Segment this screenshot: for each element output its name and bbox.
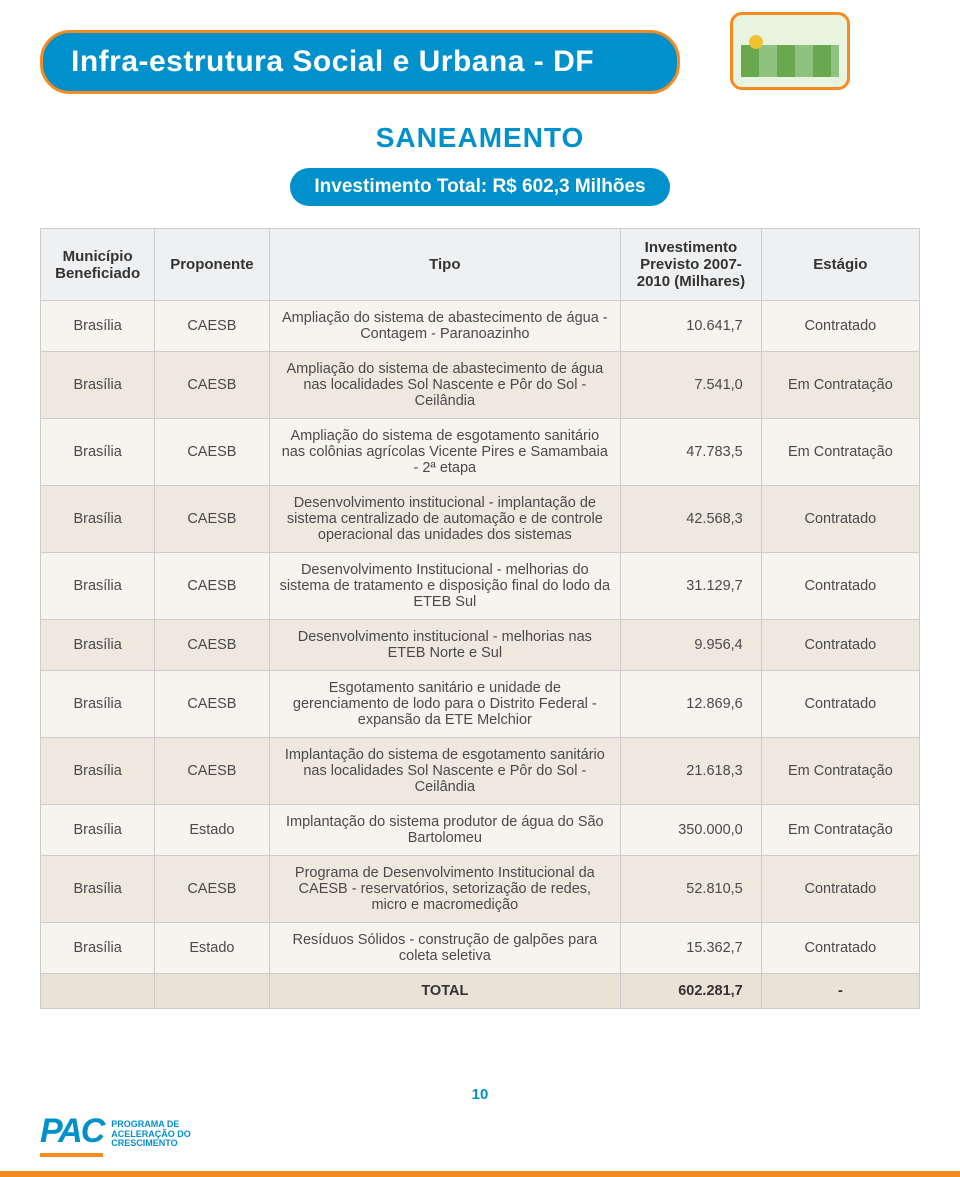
cell-tipo: Ampliação do sistema de abastecimento de… — [269, 301, 621, 352]
table-row: BrasíliaCAESBDesenvolvimento institucion… — [41, 486, 920, 553]
total-label: TOTAL — [269, 974, 621, 1009]
cell-valor: 7.541,0 — [621, 352, 762, 419]
cell-estagio: Contratado — [761, 620, 919, 671]
page-title-pill: Infra-estrutura Social e Urbana - DF — [40, 30, 680, 94]
houses-badge-icon — [730, 12, 850, 90]
table-row: BrasíliaCAESBPrograma de Desenvolvimento… — [41, 856, 920, 923]
section-title: SANEAMENTO — [40, 122, 920, 154]
cell-tipo: Desenvolvimento Institucional - melhoria… — [269, 553, 621, 620]
cell-tipo: Ampliação do sistema de esgotamento sani… — [269, 419, 621, 486]
col-header-investimento: Investimento Previsto 2007-2010 (Milhare… — [621, 229, 762, 301]
cell-proponente: CAESB — [155, 419, 269, 486]
col-header-municipio: Município Beneficiado — [41, 229, 155, 301]
cell-valor: 350.000,0 — [621, 805, 762, 856]
cell-tipo: Implantação do sistema produtor de água … — [269, 805, 621, 856]
cell-tipo: Resíduos Sólidos - construção de galpões… — [269, 923, 621, 974]
cell-proponente: CAESB — [155, 486, 269, 553]
table-row: BrasíliaCAESBDesenvolvimento institucion… — [41, 620, 920, 671]
cell-proponente: CAESB — [155, 301, 269, 352]
subtitle-pill: Investimento Total: R$ 602,3 Milhões — [290, 168, 669, 206]
cell-estagio: Em Contratação — [761, 419, 919, 486]
cell-tipo: Programa de Desenvolvimento Instituciona… — [269, 856, 621, 923]
cell-municipio: Brasília — [41, 620, 155, 671]
col-header-proponente: Proponente — [155, 229, 269, 301]
pac-logo: PAC PROGRAMA DE ACELERAÇÃO DO CRESCIMENT… — [40, 1112, 191, 1157]
cell-municipio: Brasília — [41, 856, 155, 923]
cell-proponente: CAESB — [155, 671, 269, 738]
pac-logo-text: PROGRAMA DE ACELERAÇÃO DO CRESCIMENTO — [111, 1120, 191, 1150]
cell-proponente: CAESB — [155, 352, 269, 419]
cell-estagio: Contratado — [761, 301, 919, 352]
page-number: 10 — [472, 1086, 489, 1103]
cell-valor: 47.783,5 — [621, 419, 762, 486]
cell-municipio: Brasília — [41, 486, 155, 553]
total-empty-1 — [41, 974, 155, 1009]
cell-valor: 42.568,3 — [621, 486, 762, 553]
cell-estagio: Contratado — [761, 486, 919, 553]
cell-municipio: Brasília — [41, 805, 155, 856]
cell-tipo: Desenvolvimento institucional - melhoria… — [269, 620, 621, 671]
table-row: BrasíliaCAESBAmpliação do sistema de esg… — [41, 419, 920, 486]
cell-municipio: Brasília — [41, 301, 155, 352]
cell-municipio: Brasília — [41, 553, 155, 620]
cell-municipio: Brasília — [41, 671, 155, 738]
table-row: BrasíliaEstadoResíduos Sólidos - constru… — [41, 923, 920, 974]
cell-proponente: Estado — [155, 923, 269, 974]
table-row: BrasíliaCAESBImplantação do sistema de e… — [41, 738, 920, 805]
cell-proponente: CAESB — [155, 620, 269, 671]
pac-logo-mark: PAC — [40, 1112, 103, 1157]
cell-valor: 21.618,3 — [621, 738, 762, 805]
cell-proponente: Estado — [155, 805, 269, 856]
cell-proponente: CAESB — [155, 856, 269, 923]
cell-valor: 12.869,6 — [621, 671, 762, 738]
cell-municipio: Brasília — [41, 352, 155, 419]
table-total-row: TOTAL602.281,7- — [41, 974, 920, 1009]
cell-estagio: Em Contratação — [761, 738, 919, 805]
col-header-estagio: Estágio — [761, 229, 919, 301]
cell-municipio: Brasília — [41, 419, 155, 486]
table-row: BrasíliaCAESBEsgotamento sanitário e uni… — [41, 671, 920, 738]
table-header-row: Município Beneficiado Proponente Tipo In… — [41, 229, 920, 301]
cell-estagio: Contratado — [761, 856, 919, 923]
cell-municipio: Brasília — [41, 923, 155, 974]
cell-valor: 10.641,7 — [621, 301, 762, 352]
cell-estagio: Em Contratação — [761, 805, 919, 856]
cell-valor: 52.810,5 — [621, 856, 762, 923]
cell-valor: 15.362,7 — [621, 923, 762, 974]
total-estagio: - — [761, 974, 919, 1009]
table-row: BrasíliaEstadoImplantação do sistema pro… — [41, 805, 920, 856]
col-header-tipo: Tipo — [269, 229, 621, 301]
pac-logo-line3: CRESCIMENTO — [111, 1139, 191, 1149]
table-row: BrasíliaCAESBAmpliação do sistema de aba… — [41, 352, 920, 419]
footer-accent-bar — [0, 1171, 960, 1177]
cell-estagio: Contratado — [761, 923, 919, 974]
total-value: 602.281,7 — [621, 974, 762, 1009]
total-empty-2 — [155, 974, 269, 1009]
table-row: BrasíliaCAESBAmpliação do sistema de aba… — [41, 301, 920, 352]
cell-proponente: CAESB — [155, 738, 269, 805]
cell-valor: 31.129,7 — [621, 553, 762, 620]
cell-estagio: Contratado — [761, 671, 919, 738]
cell-tipo: Implantação do sistema de esgotamento sa… — [269, 738, 621, 805]
cell-proponente: CAESB — [155, 553, 269, 620]
cell-municipio: Brasília — [41, 738, 155, 805]
cell-tipo: Ampliação do sistema de abastecimento de… — [269, 352, 621, 419]
page-title: Infra-estrutura Social e Urbana - DF — [71, 45, 594, 78]
cell-estagio: Em Contratação — [761, 352, 919, 419]
cell-tipo: Esgotamento sanitário e unidade de geren… — [269, 671, 621, 738]
investment-table: Município Beneficiado Proponente Tipo In… — [40, 228, 920, 1009]
table-row: BrasíliaCAESBDesenvolvimento Institucion… — [41, 553, 920, 620]
cell-estagio: Contratado — [761, 553, 919, 620]
cell-tipo: Desenvolvimento institucional - implanta… — [269, 486, 621, 553]
header: Infra-estrutura Social e Urbana - DF — [40, 30, 920, 94]
cell-valor: 9.956,4 — [621, 620, 762, 671]
